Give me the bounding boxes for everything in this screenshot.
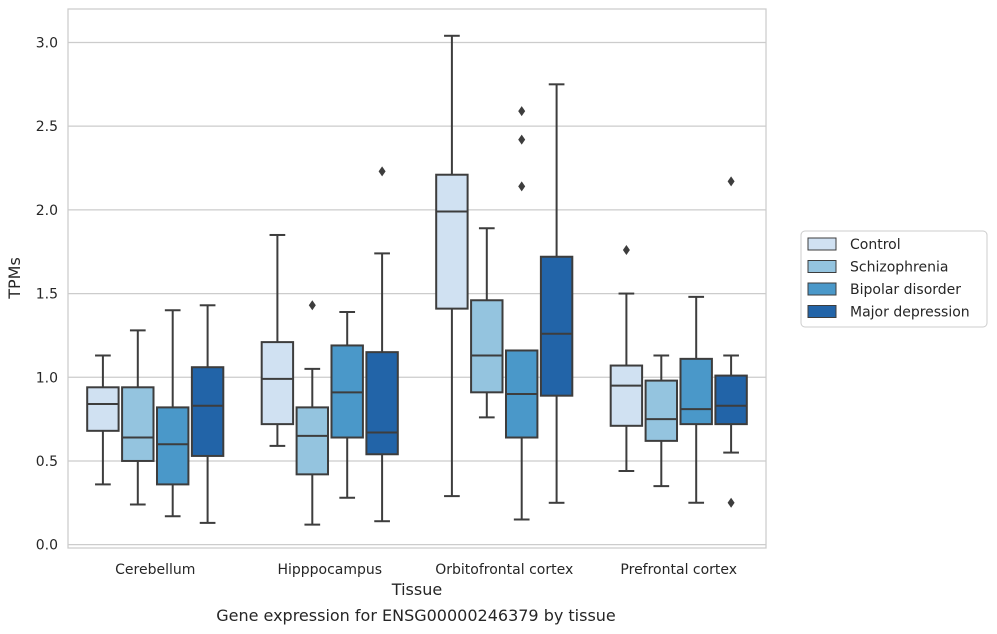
y-tick-label: 1.5 [36,287,58,303]
outlier-marker [518,181,526,192]
box [190,366,225,457]
x-tick-label: Cerebellum [115,562,195,578]
box [644,379,679,442]
y-tick-label: 0.5 [36,454,58,470]
box [435,173,469,310]
y-tick-label: 0.0 [36,538,58,554]
box [260,341,295,426]
legend-label: Major depression [850,305,970,321]
box [679,357,713,426]
x-tick-label: Prefrontal cortex [620,562,737,578]
box [539,255,574,397]
outlier-marker [518,106,526,117]
legend-swatch [807,282,837,296]
y-tick-label: 1.0 [36,370,58,386]
box-plot [679,295,713,504]
y-axis-label: TPMs [5,257,24,300]
x-tick-label: Orbitofrontal cortex [435,562,573,578]
legend-swatch [807,260,837,273]
box-plot [365,166,399,523]
box [86,386,120,432]
y-tick-label: 2.0 [36,203,58,219]
box-plot [121,329,155,506]
y-tick-labels: 0.0 0.5 1.0 1.5 2.0 2.5 3.0 [36,35,58,553]
legend-label: Schizophrenia [850,260,948,276]
box [714,374,748,426]
box [295,406,330,476]
box-plot [330,310,364,499]
legend-swatch [807,305,837,318]
box-plot [609,245,644,472]
box [609,364,644,427]
legend-frame [800,230,988,328]
box-groups [86,34,748,526]
box [121,386,155,462]
outlier-marker [308,300,316,311]
box-plot [714,176,748,508]
box [365,351,399,456]
box-plot [190,304,225,524]
box [470,299,504,394]
box-plot [86,354,120,486]
legend-label: Control [850,237,901,253]
x-axis-label: Tissue [391,580,442,599]
box-plot [295,300,330,526]
x-tick-labels: Cerebellum Hipppocampus Orbitofrontal cort… [115,562,737,578]
y-tick-label: 3.0 [36,35,58,51]
legend-label: Bipolar disorder [850,282,961,298]
outlier-marker [727,176,735,187]
x-tick-label: Hipppocampus [277,562,382,578]
outlier-marker [518,134,526,145]
box-plot [470,227,504,419]
outlier-marker [727,497,735,508]
box-plot [435,34,469,498]
box [155,406,190,486]
legend-swatch [807,237,837,251]
outlier-marker [378,166,386,177]
box-plot [644,354,679,488]
outlier-marker [622,245,630,256]
plot-frame [67,8,767,549]
box-plot [155,309,190,518]
legend: Control Schizophrenia Bipolar disorder Majo… [800,230,988,328]
y-tick-label: 2.5 [36,119,58,135]
box-plot [504,106,539,521]
box-plot [539,83,574,504]
box-plot [260,233,295,447]
figure-caption: Gene expression for ENSG00000246379 by t… [216,606,616,625]
